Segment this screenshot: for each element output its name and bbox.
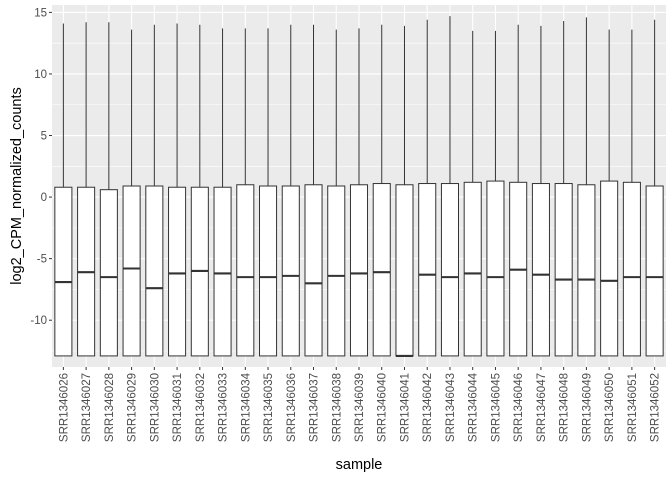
box-body: [554, 183, 573, 357]
box-body: [418, 183, 437, 357]
x-axis-title: sample: [336, 457, 383, 473]
x-tick-label: SRR1346029: [127, 373, 139, 442]
x-tick-label: SRR1346047: [536, 373, 548, 442]
box-body: [145, 185, 164, 357]
y-tick-label: -10: [30, 315, 47, 327]
box-body: [122, 185, 141, 357]
y-tick-label: 5: [41, 131, 47, 143]
box-body: [99, 189, 118, 357]
x-tick-label: SRR1346045: [490, 373, 502, 442]
box-body: [600, 180, 619, 357]
box-body: [486, 180, 505, 357]
x-tick-label: SRR1346027: [81, 373, 93, 442]
box-SRR1346036: [281, 24, 300, 357]
box-SRR1346027: [77, 22, 96, 357]
box-body: [213, 186, 232, 357]
box-SRR1346045: [486, 30, 505, 357]
box-body: [304, 184, 323, 357]
box-body: [372, 183, 391, 357]
x-tick-label: SRR1346052: [650, 373, 662, 442]
y-axis: -10 -5 0 5 10 15: [30, 7, 52, 327]
box-SRR1346050: [600, 29, 619, 357]
x-tick-label: SRR1346041: [399, 373, 411, 442]
box-SRR1346049: [577, 17, 596, 357]
box-body: [54, 186, 73, 357]
x-tick-label: SRR1346051: [627, 373, 639, 442]
x-tick-label: SRR1346050: [604, 373, 616, 442]
box-SRR1346038: [327, 29, 346, 357]
box-SRR1346034: [236, 28, 255, 357]
box-SRR1346043: [440, 16, 459, 357]
box-SRR1346047: [531, 25, 550, 357]
x-tick-label: SRR1346031: [172, 373, 184, 442]
box-SRR1346041: [395, 25, 414, 357]
box-SRR1346030: [145, 24, 164, 357]
box-SRR1346048: [554, 21, 573, 357]
y-tick-label: 15: [34, 7, 47, 19]
box-body: [622, 181, 641, 357]
x-tick-label: SRR1346042: [422, 373, 434, 442]
box-body: [281, 185, 300, 357]
box-SRR1346035: [259, 28, 278, 357]
box-body: [645, 185, 664, 357]
box-SRR1346037: [304, 24, 323, 357]
box-SRR1346046: [509, 24, 528, 357]
box-body: [168, 186, 187, 357]
box-body: [349, 184, 369, 357]
y-tick-label: -5: [37, 254, 47, 266]
box-body: [531, 183, 550, 357]
x-tick-label: SRR1346038: [331, 373, 343, 442]
box-SRR1346042: [418, 19, 437, 357]
x-tick-label: SRR1346035: [263, 373, 275, 442]
box-SRR1346026: [54, 23, 73, 357]
x-tick-label: SRR1346043: [445, 373, 457, 442]
x-tick-label: SRR1346046: [513, 373, 525, 442]
x-tick-label: SRR1346039: [354, 373, 366, 442]
box-SRR1346033: [213, 28, 232, 357]
x-tick-label: SRR1346034: [240, 372, 252, 442]
box-SRR1346029: [122, 29, 141, 357]
x-tick-label: SRR1346028: [104, 373, 116, 442]
box-body: [463, 181, 482, 357]
x-axis: SRR1346026 SRR1346027 SRR1346028 SRR1346029…: [58, 367, 662, 442]
x-tick-label: SRR1346049: [581, 373, 593, 442]
y-tick-label: 0: [41, 192, 47, 204]
box-SRR1346039: [349, 28, 369, 357]
box-SRR1346028: [99, 22, 118, 357]
box-body: [236, 184, 255, 357]
box-SRR1346031: [168, 23, 187, 357]
x-tick-label: SRR1346033: [218, 373, 230, 442]
y-tick-label: 10: [34, 69, 47, 81]
x-tick-label: SRR1346030: [149, 373, 161, 442]
x-tick-label: SRR1346040: [377, 373, 389, 442]
box-SRR1346040: [372, 24, 391, 357]
box-SRR1346051: [622, 29, 641, 357]
box-body: [395, 184, 414, 357]
box-SRR1346032: [190, 24, 209, 357]
box-body: [577, 184, 596, 357]
x-tick-label: SRR1346048: [559, 373, 571, 442]
x-tick-label: SRR1346032: [195, 373, 207, 442]
boxplot-series: [54, 16, 664, 357]
box-SRR1346044: [463, 30, 482, 357]
x-tick-label: SRR1346044: [468, 372, 480, 442]
x-tick-label: SRR1346026: [58, 373, 70, 442]
box-body: [440, 183, 459, 357]
box-SRR1346052: [645, 19, 664, 357]
y-axis-title: log2_CPM_normalized_counts: [9, 87, 25, 284]
x-tick-label: SRR1346037: [309, 373, 321, 442]
x-tick-label: SRR1346036: [286, 373, 298, 442]
box-body: [259, 185, 278, 357]
box-body: [327, 185, 346, 357]
